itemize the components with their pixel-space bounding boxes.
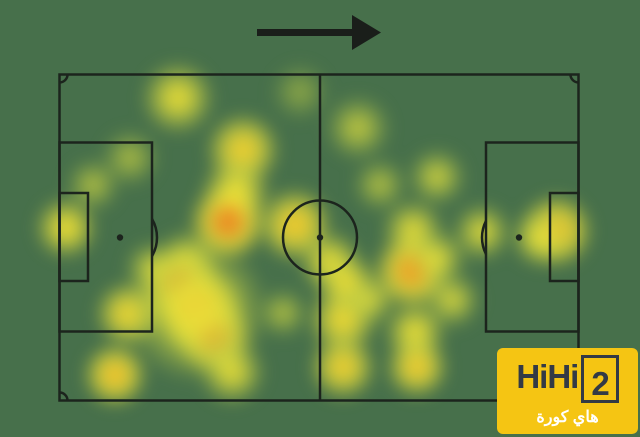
heat-blob bbox=[385, 335, 449, 399]
heat-blob bbox=[510, 208, 570, 268]
heat-blob bbox=[34, 196, 98, 260]
heat-blob bbox=[452, 202, 512, 262]
heat-blob bbox=[324, 94, 392, 162]
brand-title: HiHi 2 bbox=[516, 355, 619, 403]
brand-prefix: HiHi bbox=[516, 358, 579, 395]
heat-blob bbox=[257, 287, 309, 339]
heat-blob bbox=[270, 62, 330, 122]
brand-suffix-boxed: 2 bbox=[581, 355, 619, 403]
heat-blob bbox=[140, 60, 216, 136]
heat-blob bbox=[198, 338, 266, 406]
brand-tagline: هاي كورة bbox=[536, 409, 599, 426]
hihi2-watermark: HiHi 2 هاي كورة bbox=[497, 348, 638, 434]
heat-blob bbox=[309, 333, 377, 401]
